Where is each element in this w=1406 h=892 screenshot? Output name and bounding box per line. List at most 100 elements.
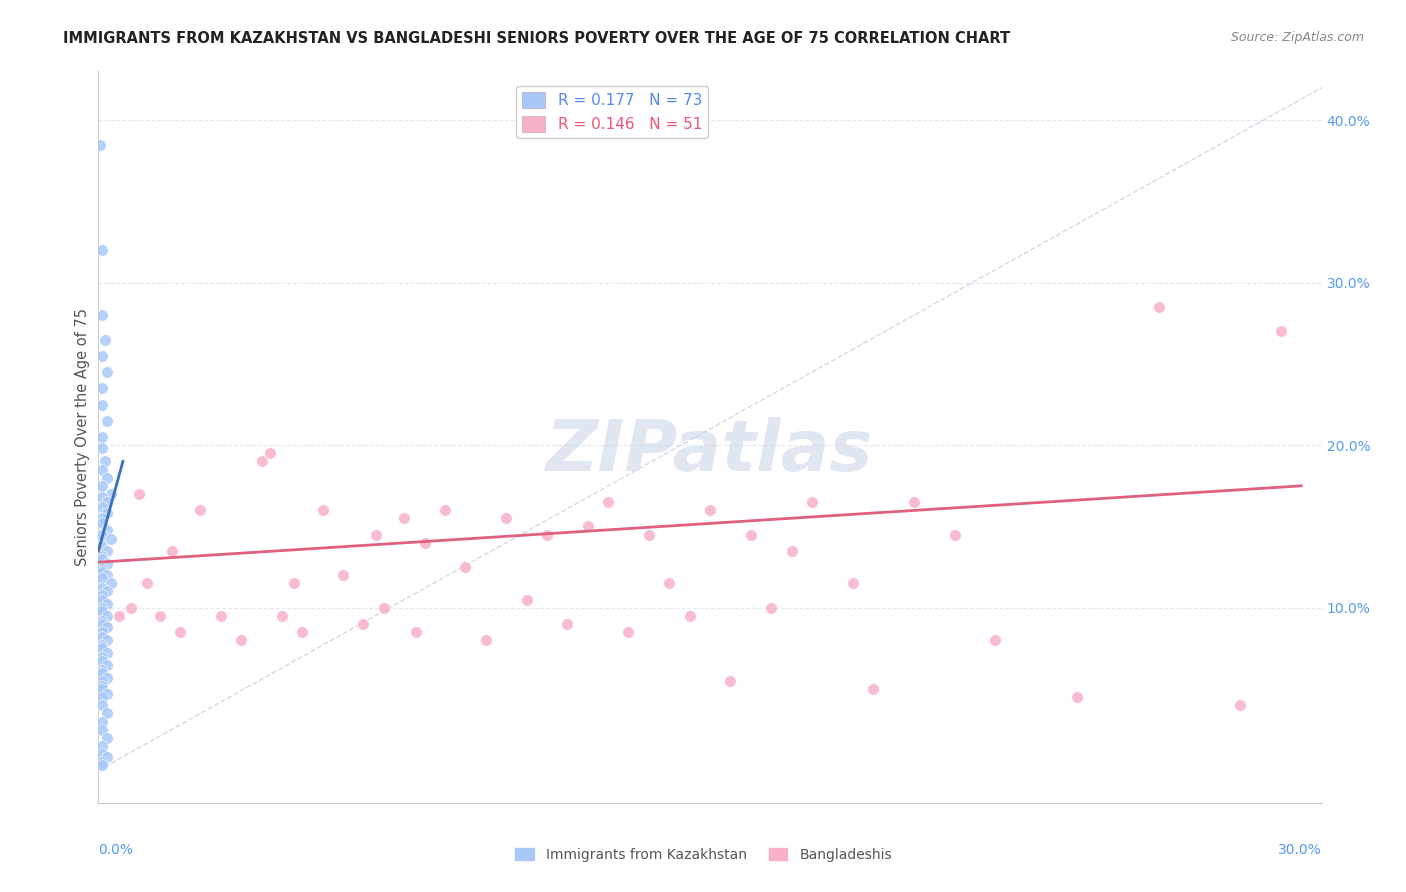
- Point: [91, 679, 114, 693]
- Point: [658, 576, 681, 591]
- Point: [91, 758, 114, 772]
- Point: [91, 549, 114, 563]
- Point: [434, 503, 457, 517]
- Point: [188, 503, 212, 517]
- Text: 0.0%: 0.0%: [98, 843, 134, 857]
- Point: [96, 646, 118, 660]
- Point: [96, 495, 118, 509]
- Y-axis label: Seniors Poverty Over the Age of 75: Seniors Poverty Over the Age of 75: [75, 308, 90, 566]
- Point: [862, 681, 884, 696]
- Point: [679, 608, 702, 623]
- Point: [91, 617, 114, 632]
- Point: [91, 654, 114, 668]
- Point: [250, 454, 273, 468]
- Point: [91, 442, 114, 456]
- Point: [91, 673, 114, 688]
- Point: [91, 516, 114, 531]
- Point: [96, 750, 118, 764]
- Point: [91, 739, 114, 753]
- Point: [740, 527, 762, 541]
- Point: [984, 633, 1007, 648]
- Point: [91, 592, 114, 607]
- Point: [96, 620, 118, 634]
- Point: [536, 527, 558, 541]
- Point: [474, 633, 498, 648]
- Point: [1270, 325, 1292, 339]
- Point: [454, 560, 477, 574]
- Point: [89, 137, 111, 152]
- Point: [91, 625, 114, 640]
- Point: [761, 600, 783, 615]
- Point: [352, 617, 374, 632]
- Point: [91, 462, 114, 476]
- Point: [96, 633, 118, 648]
- Point: [91, 381, 114, 395]
- Point: [100, 487, 122, 501]
- Point: [91, 630, 114, 644]
- Point: [91, 490, 114, 504]
- Point: [96, 706, 118, 721]
- Point: [91, 614, 114, 628]
- Point: [91, 539, 114, 553]
- Point: [291, 625, 314, 640]
- Point: [96, 523, 118, 537]
- Point: [392, 511, 416, 525]
- Point: [516, 592, 538, 607]
- Point: [259, 446, 281, 460]
- Point: [576, 519, 599, 533]
- Point: [91, 565, 114, 579]
- Point: [91, 349, 114, 363]
- Point: [943, 527, 966, 541]
- Point: [93, 454, 115, 468]
- Point: [1147, 300, 1170, 314]
- Point: [780, 544, 803, 558]
- Point: [91, 552, 114, 566]
- Point: [91, 500, 114, 514]
- Text: ZIPatlas: ZIPatlas: [547, 417, 873, 486]
- Point: [1066, 690, 1088, 705]
- Point: [91, 665, 114, 680]
- Point: [96, 687, 118, 701]
- Point: [312, 503, 335, 517]
- Point: [91, 398, 114, 412]
- Point: [169, 625, 191, 640]
- Point: [91, 479, 114, 493]
- Point: [637, 527, 661, 541]
- Point: [100, 533, 122, 547]
- Point: [413, 535, 436, 549]
- Point: [91, 681, 114, 696]
- Point: [96, 544, 118, 558]
- Point: [91, 747, 114, 761]
- Text: Source: ZipAtlas.com: Source: ZipAtlas.com: [1230, 31, 1364, 45]
- Point: [91, 690, 114, 705]
- Point: [495, 511, 517, 525]
- Point: [91, 527, 114, 541]
- Text: IMMIGRANTS FROM KAZAKHSTAN VS BANGLADESHI SENIORS POVERTY OVER THE AGE OF 75 COR: IMMIGRANTS FROM KAZAKHSTAN VS BANGLADESH…: [63, 31, 1011, 46]
- Legend: Immigrants from Kazakhstan, Bangladeshis: Immigrants from Kazakhstan, Bangladeshis: [509, 841, 897, 867]
- Point: [96, 414, 118, 428]
- Point: [91, 308, 114, 322]
- Legend: R = 0.177   N = 73, R = 0.146   N = 51: R = 0.177 N = 73, R = 0.146 N = 51: [516, 87, 709, 138]
- Point: [373, 600, 395, 615]
- Point: [598, 495, 620, 509]
- Point: [91, 604, 114, 618]
- Point: [91, 638, 114, 652]
- Point: [91, 572, 114, 586]
- Point: [96, 731, 118, 745]
- Point: [96, 657, 118, 672]
- Point: [96, 471, 118, 485]
- Point: [91, 562, 114, 576]
- Point: [91, 698, 114, 713]
- Point: [91, 755, 114, 769]
- Point: [128, 487, 150, 501]
- Point: [96, 568, 118, 582]
- Point: [100, 576, 122, 591]
- Point: [96, 365, 118, 379]
- Text: 30.0%: 30.0%: [1278, 843, 1322, 857]
- Point: [364, 527, 387, 541]
- Point: [96, 507, 118, 521]
- Point: [96, 584, 118, 599]
- Point: [149, 608, 172, 623]
- Point: [91, 511, 114, 525]
- Point: [801, 495, 824, 509]
